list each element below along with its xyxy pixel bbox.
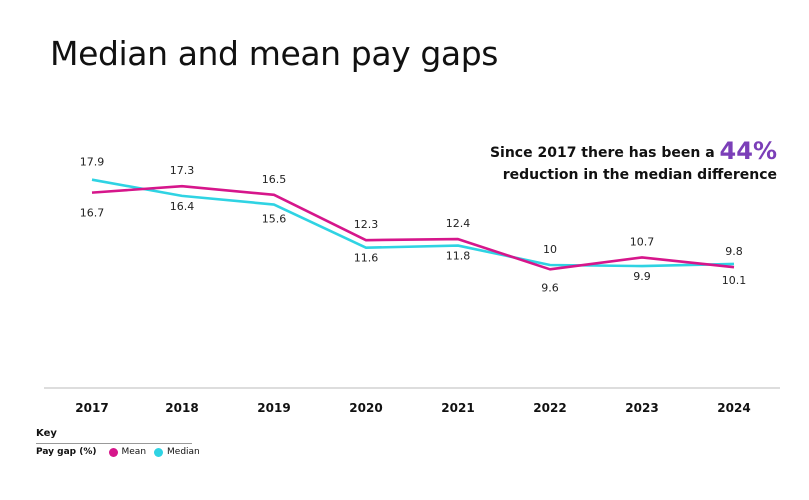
data-label-mean: 17.3: [170, 164, 195, 177]
data-label-mean: 16.5: [262, 173, 287, 186]
x-tick-label: 2019: [257, 401, 290, 415]
x-tick-label: 2020: [349, 401, 382, 415]
legend-item-median: Median: [167, 447, 200, 457]
x-tick-label: 2023: [625, 401, 658, 415]
legend-label: Pay gap (%): [36, 447, 97, 457]
series-line-mean: [91, 184, 735, 271]
x-tick-label: 2024: [717, 401, 750, 415]
x-tick-label: 2018: [165, 401, 198, 415]
data-label-median: 17.9: [80, 156, 105, 169]
data-label-median: 10: [543, 243, 557, 256]
data-label-mean: 10.7: [630, 235, 655, 248]
legend-item-mean: Mean: [121, 447, 147, 457]
data-label-median: 11.6: [354, 252, 379, 265]
data-label-median: 11.8: [446, 250, 471, 263]
annotation-text-before: Since 2017 there has been a: [489, 145, 715, 161]
annotation-text-after: reduction in the median difference: [502, 167, 777, 183]
legend-dot-median: [154, 447, 164, 457]
legend-dot-mean: [108, 447, 118, 457]
data-label-median: 15.6: [262, 213, 287, 226]
data-label-median: 9.9: [633, 270, 651, 283]
data-label-mean: 16.7: [80, 207, 105, 220]
data-label-median: 16.4: [170, 200, 195, 213]
data-label-mean: 9.6: [541, 281, 559, 294]
series-line-median: [91, 178, 735, 268]
legend: Pay gap (%) Mean Median: [36, 447, 200, 457]
data-label-mean: 9.8: [725, 245, 743, 258]
annotation-highlight: 44%: [719, 137, 777, 165]
annotation: Since 2017 there has been a 44% reductio…: [489, 137, 777, 186]
legend-divider: [36, 443, 192, 444]
data-label-mean: 12.4: [446, 217, 471, 230]
x-tick-label: 2017: [75, 401, 108, 415]
data-label-mean: 12.3: [354, 218, 379, 231]
x-tick-label: 2022: [533, 401, 566, 415]
chart-title: Median and mean pay gaps: [50, 34, 499, 73]
data-label-median: 10.1: [722, 274, 747, 287]
legend-heading: Key: [36, 428, 57, 439]
x-tick-label: 2021: [441, 401, 474, 415]
